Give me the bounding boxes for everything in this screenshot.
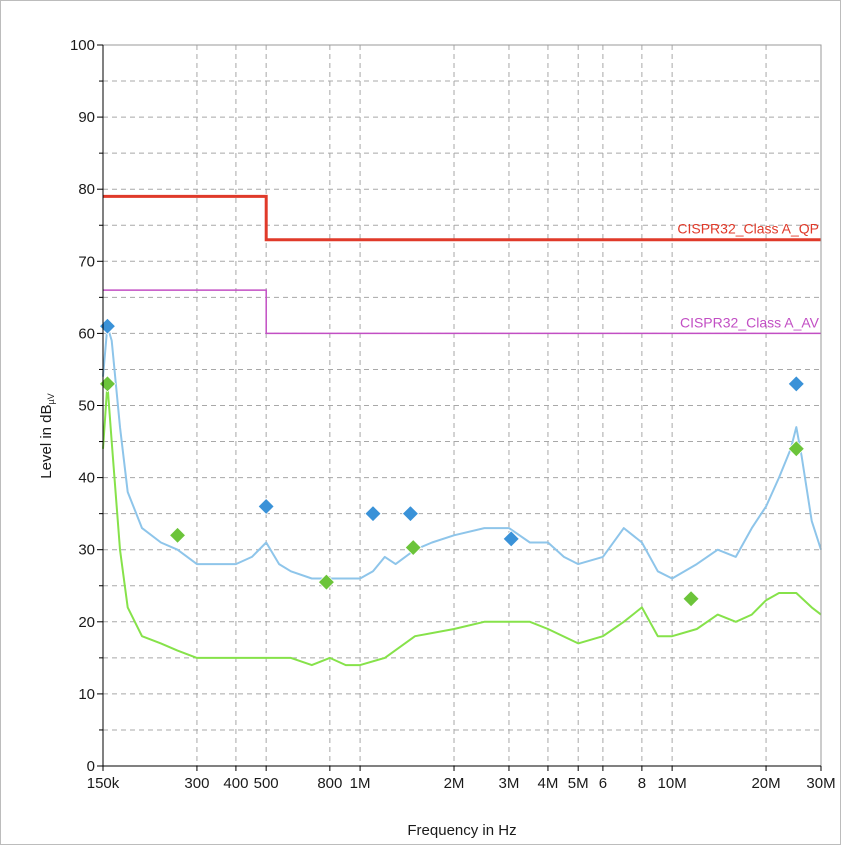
qp-marker bbox=[787, 375, 805, 393]
y-tick-label: 10 bbox=[78, 686, 95, 703]
y-tick-label: 70 bbox=[78, 253, 95, 270]
y-tick-label: 30 bbox=[78, 542, 95, 559]
av-limit-line bbox=[103, 289, 821, 335]
av-marker bbox=[168, 526, 187, 544]
y-tick-label: 100 bbox=[70, 37, 95, 54]
av-marker bbox=[404, 538, 422, 557]
qp-marker bbox=[257, 497, 275, 516]
x-tick-label: 4M bbox=[538, 775, 559, 792]
limit-lines: CISPR32_Class A_QP CISPR32_Class A_AV bbox=[103, 194, 821, 335]
markers bbox=[98, 317, 805, 608]
av-marker bbox=[317, 573, 335, 591]
x-tick-label: 10M bbox=[658, 775, 687, 792]
average-trace bbox=[102, 382, 822, 667]
av-marker bbox=[682, 590, 700, 608]
y-tick-label: 90 bbox=[78, 109, 95, 126]
y-tick-label: 20 bbox=[78, 614, 95, 631]
qp-limit-label: CISPR32_Class A_QP bbox=[677, 221, 819, 237]
x-tick-label: 8 bbox=[638, 775, 646, 792]
x-tick-label: 2M bbox=[444, 775, 465, 792]
axes: 0 10 20 30 40 50 60 70 80 90 100 150k 300 400 500 800 1M… bbox=[70, 37, 836, 792]
x-tick-label: 150k bbox=[87, 775, 120, 792]
qp-marker bbox=[364, 505, 382, 523]
av-marker bbox=[787, 440, 805, 458]
qp-marker bbox=[502, 530, 520, 548]
x-axis-title: Frequency in Hz bbox=[407, 822, 516, 839]
y-tick-label: 0 bbox=[87, 758, 95, 775]
y-axis-title-unit: µV bbox=[46, 393, 56, 404]
x-tick-label: 3M bbox=[499, 775, 520, 792]
qp-marker bbox=[98, 317, 117, 335]
y-axis-title-main: Level in dB bbox=[38, 404, 55, 478]
x-tick-label: 500 bbox=[254, 775, 279, 792]
y-axis-title: Level in dBµV bbox=[38, 393, 56, 478]
y-tick-label: 80 bbox=[78, 181, 95, 198]
y-tick-label: 40 bbox=[78, 470, 95, 487]
x-tick-label: 5M bbox=[568, 775, 589, 792]
x-tick-label: 1M bbox=[350, 775, 371, 792]
qp-limit-line bbox=[103, 194, 821, 242]
measurement-traces bbox=[102, 325, 822, 667]
peak-trace bbox=[102, 325, 822, 580]
av-marker bbox=[98, 375, 117, 393]
av-limit-label: CISPR32_Class A_AV bbox=[680, 314, 820, 330]
x-tick-label: 800 bbox=[317, 775, 342, 792]
y-tick-label: 50 bbox=[78, 398, 95, 415]
qp-marker bbox=[401, 505, 420, 523]
x-tick-label: 300 bbox=[184, 775, 209, 792]
x-tick-label: 6 bbox=[599, 775, 607, 792]
y-tick-label: 60 bbox=[78, 325, 95, 342]
x-tick-label: 400 bbox=[223, 775, 248, 792]
x-tick-label: 20M bbox=[751, 775, 780, 792]
x-tick-label: 30M bbox=[806, 775, 835, 792]
